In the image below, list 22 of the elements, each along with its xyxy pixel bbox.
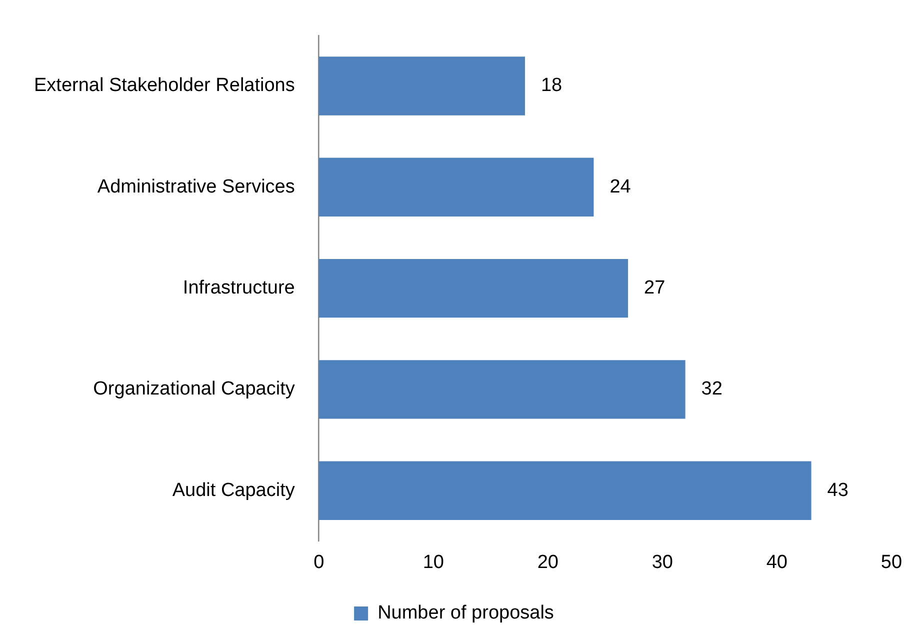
y-tick-label: External Stakeholder Relations bbox=[34, 75, 295, 96]
legend-label: Number of proposals bbox=[378, 602, 554, 624]
y-tick-label: Administrative Services bbox=[97, 176, 295, 198]
y-tick-label: Organizational Capacity bbox=[93, 378, 296, 400]
bar bbox=[318, 258, 628, 318]
x-tick-label: 20 bbox=[537, 552, 558, 573]
data-label: 27 bbox=[644, 278, 666, 299]
x-tick-label: 0 bbox=[314, 552, 324, 573]
bar bbox=[318, 360, 686, 419]
x-tick-label: 50 bbox=[880, 552, 902, 573]
data-label: 24 bbox=[610, 176, 632, 198]
data-label: 43 bbox=[827, 480, 848, 501]
x-tick-label: 30 bbox=[652, 552, 673, 573]
x-tick-label: 10 bbox=[422, 552, 444, 573]
bar bbox=[318, 461, 812, 520]
bar bbox=[318, 56, 525, 116]
data-label: 18 bbox=[540, 75, 562, 96]
data-label: 32 bbox=[701, 378, 722, 400]
y-tick-label: Audit Capacity bbox=[172, 480, 296, 501]
x-tick-label: 40 bbox=[766, 552, 788, 573]
bar bbox=[318, 158, 594, 216]
y-tick-label: Infrastructure bbox=[182, 278, 295, 299]
